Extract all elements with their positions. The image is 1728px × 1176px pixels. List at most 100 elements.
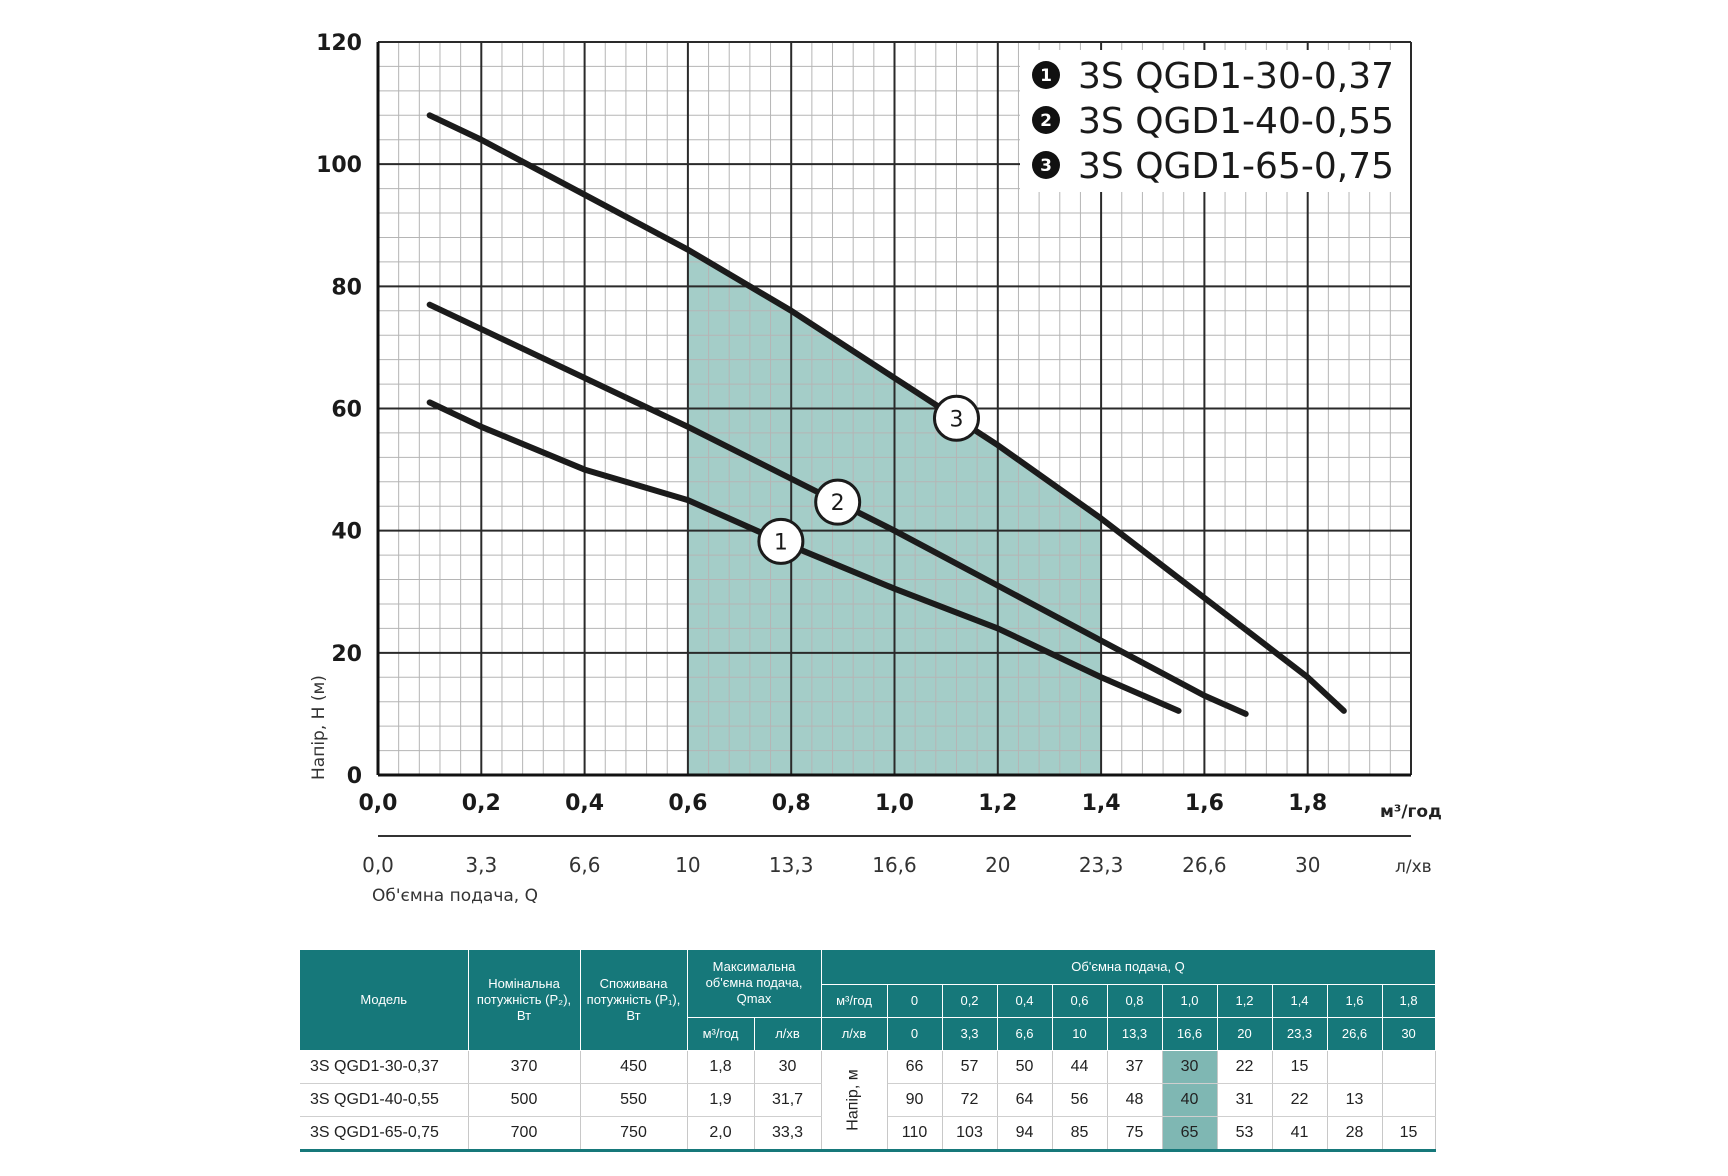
- cell-head: 66: [887, 1050, 943, 1084]
- series-curve-3: [426, 112, 1347, 714]
- cell-model: 3S QGD1-65-0,75: [300, 1116, 469, 1152]
- legend-bullet: [1032, 61, 1060, 89]
- curve-marker-circle: [932, 394, 980, 442]
- cell-head: 41: [1272, 1116, 1328, 1152]
- cell-p2: 500: [468, 1083, 581, 1117]
- x-tick-label: 0,6: [668, 791, 707, 816]
- cell-head: [1382, 1083, 1436, 1117]
- curve-marker-label: 3: [949, 407, 963, 432]
- th-unit-l: л/хв: [821, 1017, 888, 1051]
- cell-head: 28: [1327, 1116, 1383, 1152]
- cell-head: 48: [1107, 1083, 1163, 1117]
- y-tick-label: 40: [331, 520, 362, 545]
- cell-head: 15: [1272, 1050, 1328, 1084]
- th-flow-l: 13,3: [1107, 1017, 1163, 1051]
- x-tick-label: 0,0: [359, 791, 398, 816]
- th-flow-m3: 1,0: [1162, 984, 1218, 1018]
- cell-head: 15: [1382, 1116, 1436, 1152]
- cell-head: 53: [1217, 1116, 1273, 1152]
- cell-head: 50: [997, 1050, 1053, 1084]
- th-qmax-l: л/хв: [754, 1017, 822, 1051]
- x2-tick-label: 13,3: [769, 853, 814, 877]
- cell-head: 75: [1107, 1116, 1163, 1152]
- cell-qmax-l: 31,7: [754, 1083, 822, 1117]
- x-tick-label: 1,8: [1288, 791, 1327, 816]
- x2-tick-label: 26,6: [1182, 853, 1227, 877]
- th-flow-m3: 0,8: [1107, 984, 1163, 1018]
- th-p1: Споживана потужність (P₁), Вт: [580, 950, 688, 1051]
- table-row: 3S QGD1-40-0,55 500 550 1,9 31,7 90 72 64 56 48 40…: [300, 1083, 1436, 1117]
- cell-head: [1382, 1050, 1436, 1084]
- th-p2: Номінальна потужність (P₂), Вт: [468, 950, 581, 1051]
- x2-tick-label: 6,6: [569, 853, 601, 877]
- th-flow-m3: 0,4: [997, 984, 1053, 1018]
- th-flow-m3: 0,2: [942, 984, 998, 1018]
- cell-head: [1327, 1050, 1383, 1084]
- legend-entry: 3S QGD1-65-0,75: [1078, 146, 1394, 187]
- cell-head: 103: [942, 1116, 998, 1152]
- th-flow-l: 10: [1052, 1017, 1108, 1051]
- cell-head: 40: [1162, 1083, 1218, 1117]
- y-tick-label: 80: [331, 275, 362, 300]
- cell-p1: 750: [580, 1116, 688, 1152]
- cell-head: 72: [942, 1083, 998, 1117]
- cell-p2: 700: [468, 1116, 581, 1152]
- cell-head: 90: [887, 1083, 943, 1117]
- th-flow-m3: 1,8: [1382, 984, 1436, 1018]
- x2-tick-label: 30: [1295, 853, 1320, 877]
- x2-unit-label: л/хв: [1395, 857, 1432, 877]
- y-tick-label: 100: [316, 153, 362, 178]
- cell-head: 57: [942, 1050, 998, 1084]
- curve-marker-label: 2: [831, 491, 845, 516]
- legend-bullet-number: 2: [1040, 111, 1052, 131]
- cell-qmax-m3: 1,9: [687, 1083, 755, 1117]
- cell-head: 13: [1327, 1083, 1383, 1117]
- cell-head: 22: [1217, 1050, 1273, 1084]
- x-tick-label: 0,4: [565, 791, 604, 816]
- x2-tick-label: 23,3: [1079, 853, 1124, 877]
- cell-p1: 450: [580, 1050, 688, 1084]
- th-flow: Об'ємна подача, Q: [821, 950, 1436, 985]
- x-tick-label: 1,0: [875, 791, 914, 816]
- curve-marker-label: 1: [774, 530, 788, 555]
- th-flow-l: 3,3: [942, 1017, 998, 1051]
- head-label-cell: Напір, м: [821, 1050, 888, 1152]
- th-unit-m3: м³/год: [821, 984, 888, 1018]
- legend-bullet: [1032, 106, 1060, 134]
- head-label: Напір, м: [845, 1068, 863, 1131]
- x-tick-label: 0,8: [772, 791, 811, 816]
- cell-head: 110: [887, 1116, 943, 1152]
- cell-head: 44: [1052, 1050, 1108, 1084]
- cell-model: 3S QGD1-30-0,37: [300, 1050, 469, 1084]
- legend-box: [1020, 50, 1410, 192]
- x-tick-label: 1,6: [1185, 791, 1224, 816]
- y-tick-label: 60: [331, 398, 362, 423]
- cell-qmax-m3: 1,8: [687, 1050, 755, 1084]
- legend-bullet-number: 1: [1040, 66, 1052, 86]
- x-tick-label: 1,2: [978, 791, 1017, 816]
- cell-qmax-l: 30: [754, 1050, 822, 1084]
- table-row: 3S QGD1-65-0,75 700 750 2,0 33,3 110 103 94 85 75…: [300, 1116, 1436, 1152]
- x2-tick-label: 3,3: [465, 853, 497, 877]
- x2-tick-label: 16,6: [872, 853, 917, 877]
- legend-bullet: [1032, 151, 1060, 179]
- x-unit-label: м³/год: [1380, 802, 1442, 822]
- y-axis-label: Напір, H (м): [309, 675, 329, 780]
- th-flow-m3: 1,2: [1217, 984, 1273, 1018]
- cell-head: 31: [1217, 1083, 1273, 1117]
- cell-head: 64: [997, 1083, 1053, 1117]
- cell-head: 85: [1052, 1116, 1108, 1152]
- cell-qmax-m3: 2,0: [687, 1116, 755, 1152]
- x2-tick-label: 0,0: [362, 853, 394, 877]
- x2-tick-label: 10: [675, 853, 700, 877]
- cell-head: 94: [997, 1116, 1053, 1152]
- th-flow-l: 0: [887, 1017, 943, 1051]
- spec-table: Модель Номінальна потужність (P₂), Вт Сп…: [300, 950, 1436, 1152]
- th-flow-m3: 0: [887, 984, 943, 1018]
- cell-p1: 550: [580, 1083, 688, 1117]
- legend-bullet-number: 3: [1040, 156, 1052, 176]
- cell-p2: 370: [468, 1050, 581, 1084]
- th-flow-l: 16,6: [1162, 1017, 1218, 1051]
- th-flow-m3: 1,4: [1272, 984, 1328, 1018]
